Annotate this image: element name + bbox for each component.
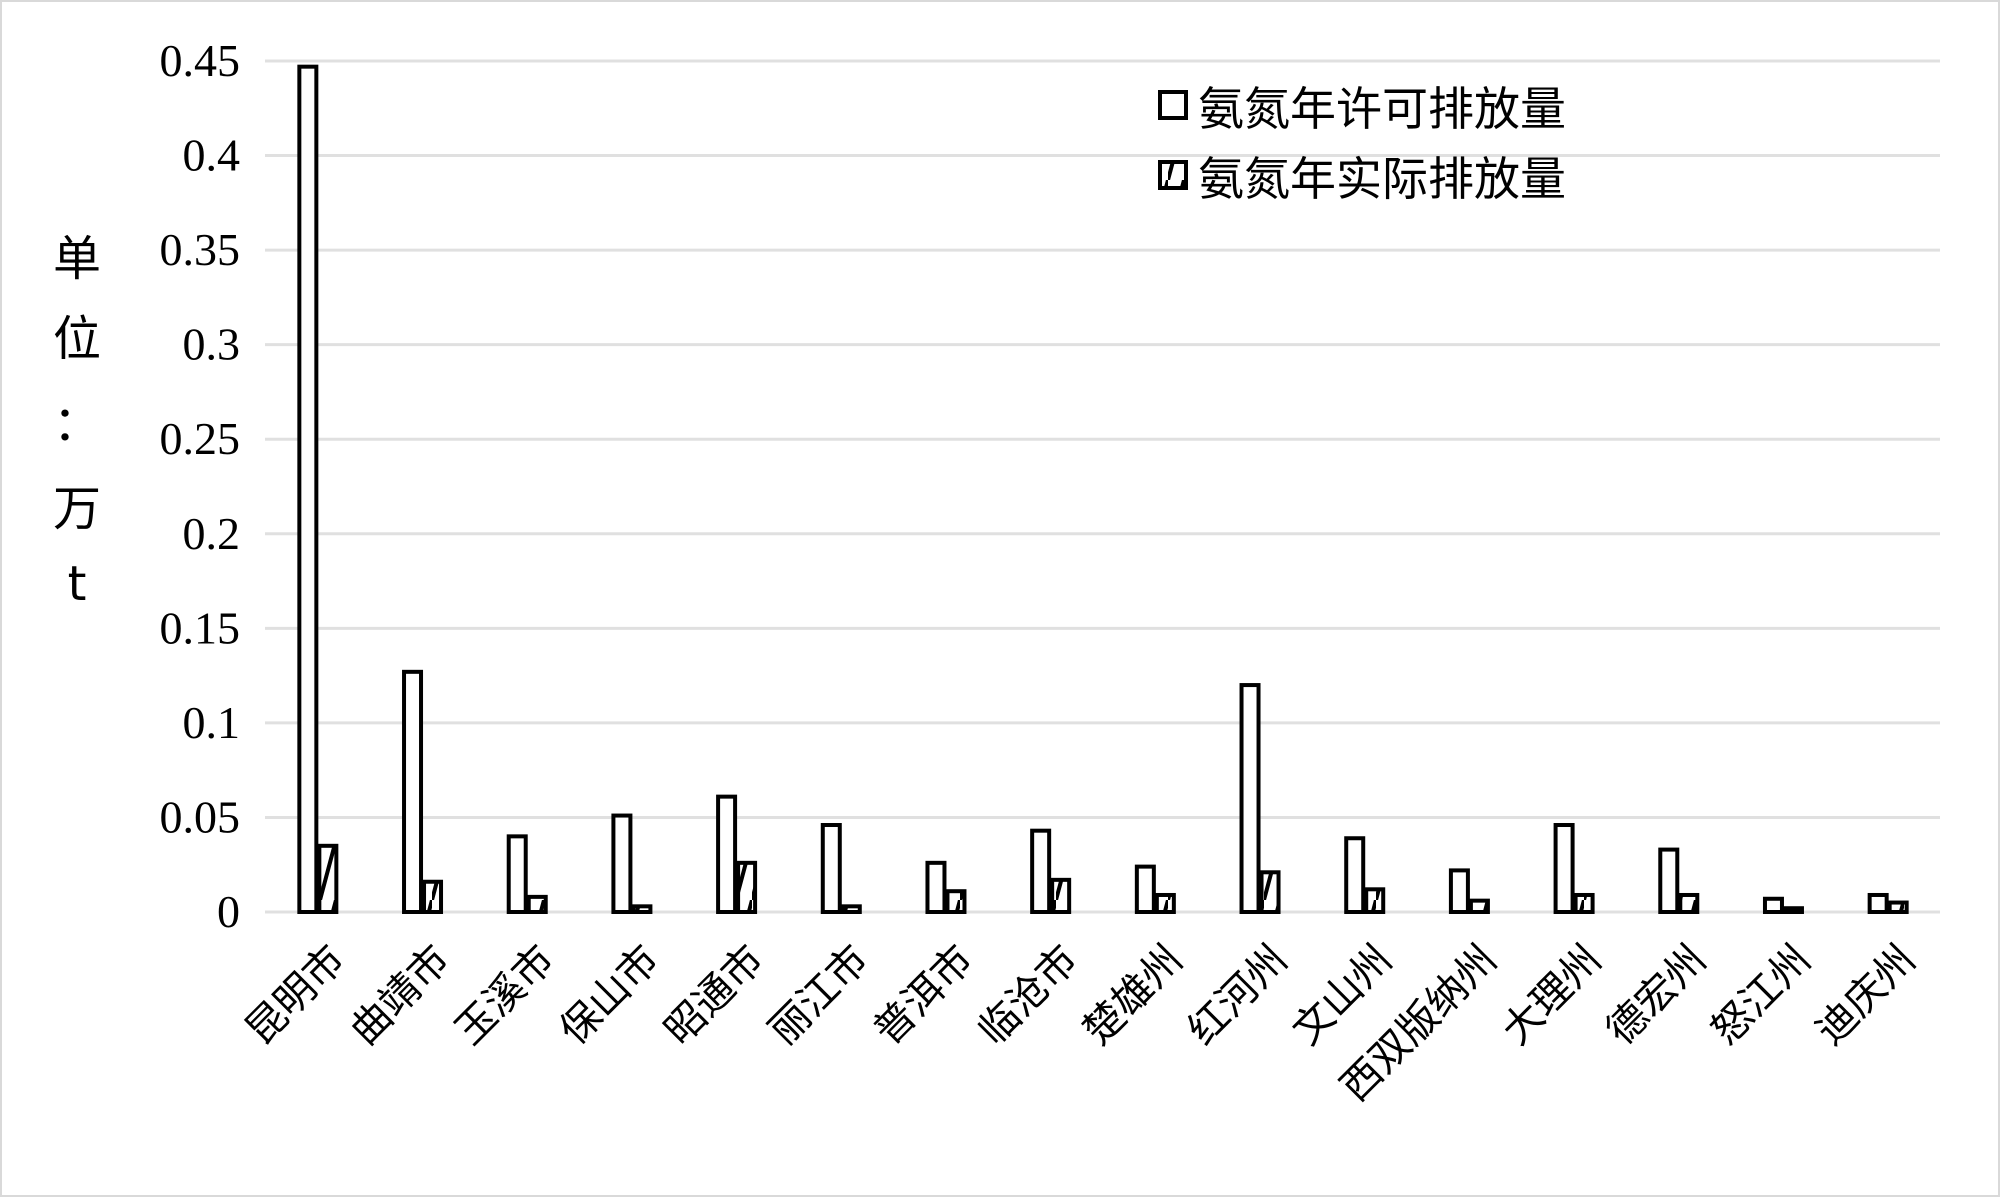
y-tick-label: 0.2 xyxy=(183,508,241,559)
legend-swatch-permit xyxy=(1158,90,1188,120)
bar-actual xyxy=(1573,892,1595,914)
bar-actual xyxy=(1364,887,1386,914)
legend-swatch-actual xyxy=(1158,160,1188,190)
legend-label-actual: 氨氮年实际排放量 xyxy=(1198,152,1566,206)
legend: 氨氮年许可排放量 氨氮年实际排放量 xyxy=(1158,82,1566,206)
bar-permit xyxy=(925,860,947,915)
bar-permit xyxy=(1448,868,1470,915)
y-axis-title-char: ： xyxy=(53,396,101,452)
y-tick-label: 0.1 xyxy=(183,697,241,748)
y-axis-title-char: t xyxy=(68,556,87,612)
y-tick-label: 0.4 xyxy=(183,130,241,181)
bar-permit xyxy=(1762,896,1784,914)
bar-permit xyxy=(1030,828,1052,915)
bar-permit xyxy=(611,813,633,915)
y-tick-label: 0.35 xyxy=(160,224,241,275)
bar-actual xyxy=(317,843,339,914)
bar-permit xyxy=(1239,683,1261,914)
bar-actual xyxy=(1154,892,1176,914)
y-axis-title-char: 位 xyxy=(53,311,101,367)
y-tick-label: 0.3 xyxy=(183,319,241,370)
bar-permit xyxy=(297,64,319,914)
bar-permit xyxy=(1658,847,1680,914)
y-tick-label: 0 xyxy=(217,886,240,937)
y-axis-ticks: 0 0.05 0.1 0.15 0.2 0.25 0.3 0.35 0.4 0.45 xyxy=(160,35,241,937)
y-tick-label: 0.25 xyxy=(160,413,241,464)
bar-permit xyxy=(402,669,424,915)
bars xyxy=(297,64,1909,915)
y-tick-label: 0.45 xyxy=(160,35,241,86)
bar-actual xyxy=(840,904,862,914)
bar-actual xyxy=(1050,877,1072,915)
y-axis-title-char: 单 xyxy=(53,231,101,287)
bar-permit xyxy=(1134,864,1156,915)
bar-permit xyxy=(716,794,738,914)
bar-actual xyxy=(945,889,967,914)
bar-permit xyxy=(1553,823,1575,915)
bar-permit xyxy=(506,834,528,914)
y-tick-label: 0.15 xyxy=(160,602,241,653)
legend-label-permit: 氨氮年许可排放量 xyxy=(1198,82,1566,136)
bar-permit xyxy=(1344,836,1366,914)
bar-actual xyxy=(526,894,548,914)
y-tick-label: 0.05 xyxy=(160,791,241,842)
bar-actual xyxy=(1259,870,1281,915)
bar-permit xyxy=(820,823,842,915)
bar-actual xyxy=(1678,892,1700,914)
bar-actual xyxy=(422,879,444,915)
bar-actual xyxy=(736,860,758,915)
y-axis-title: 单位 ： 万t xyxy=(53,231,101,612)
bar-actual xyxy=(1468,898,1490,914)
bar-actual xyxy=(1887,900,1909,914)
bar-actual xyxy=(631,904,653,914)
y-axis-title-char: 万 xyxy=(53,481,101,537)
bar-permit xyxy=(1867,892,1889,914)
bar-actual xyxy=(1782,906,1804,914)
